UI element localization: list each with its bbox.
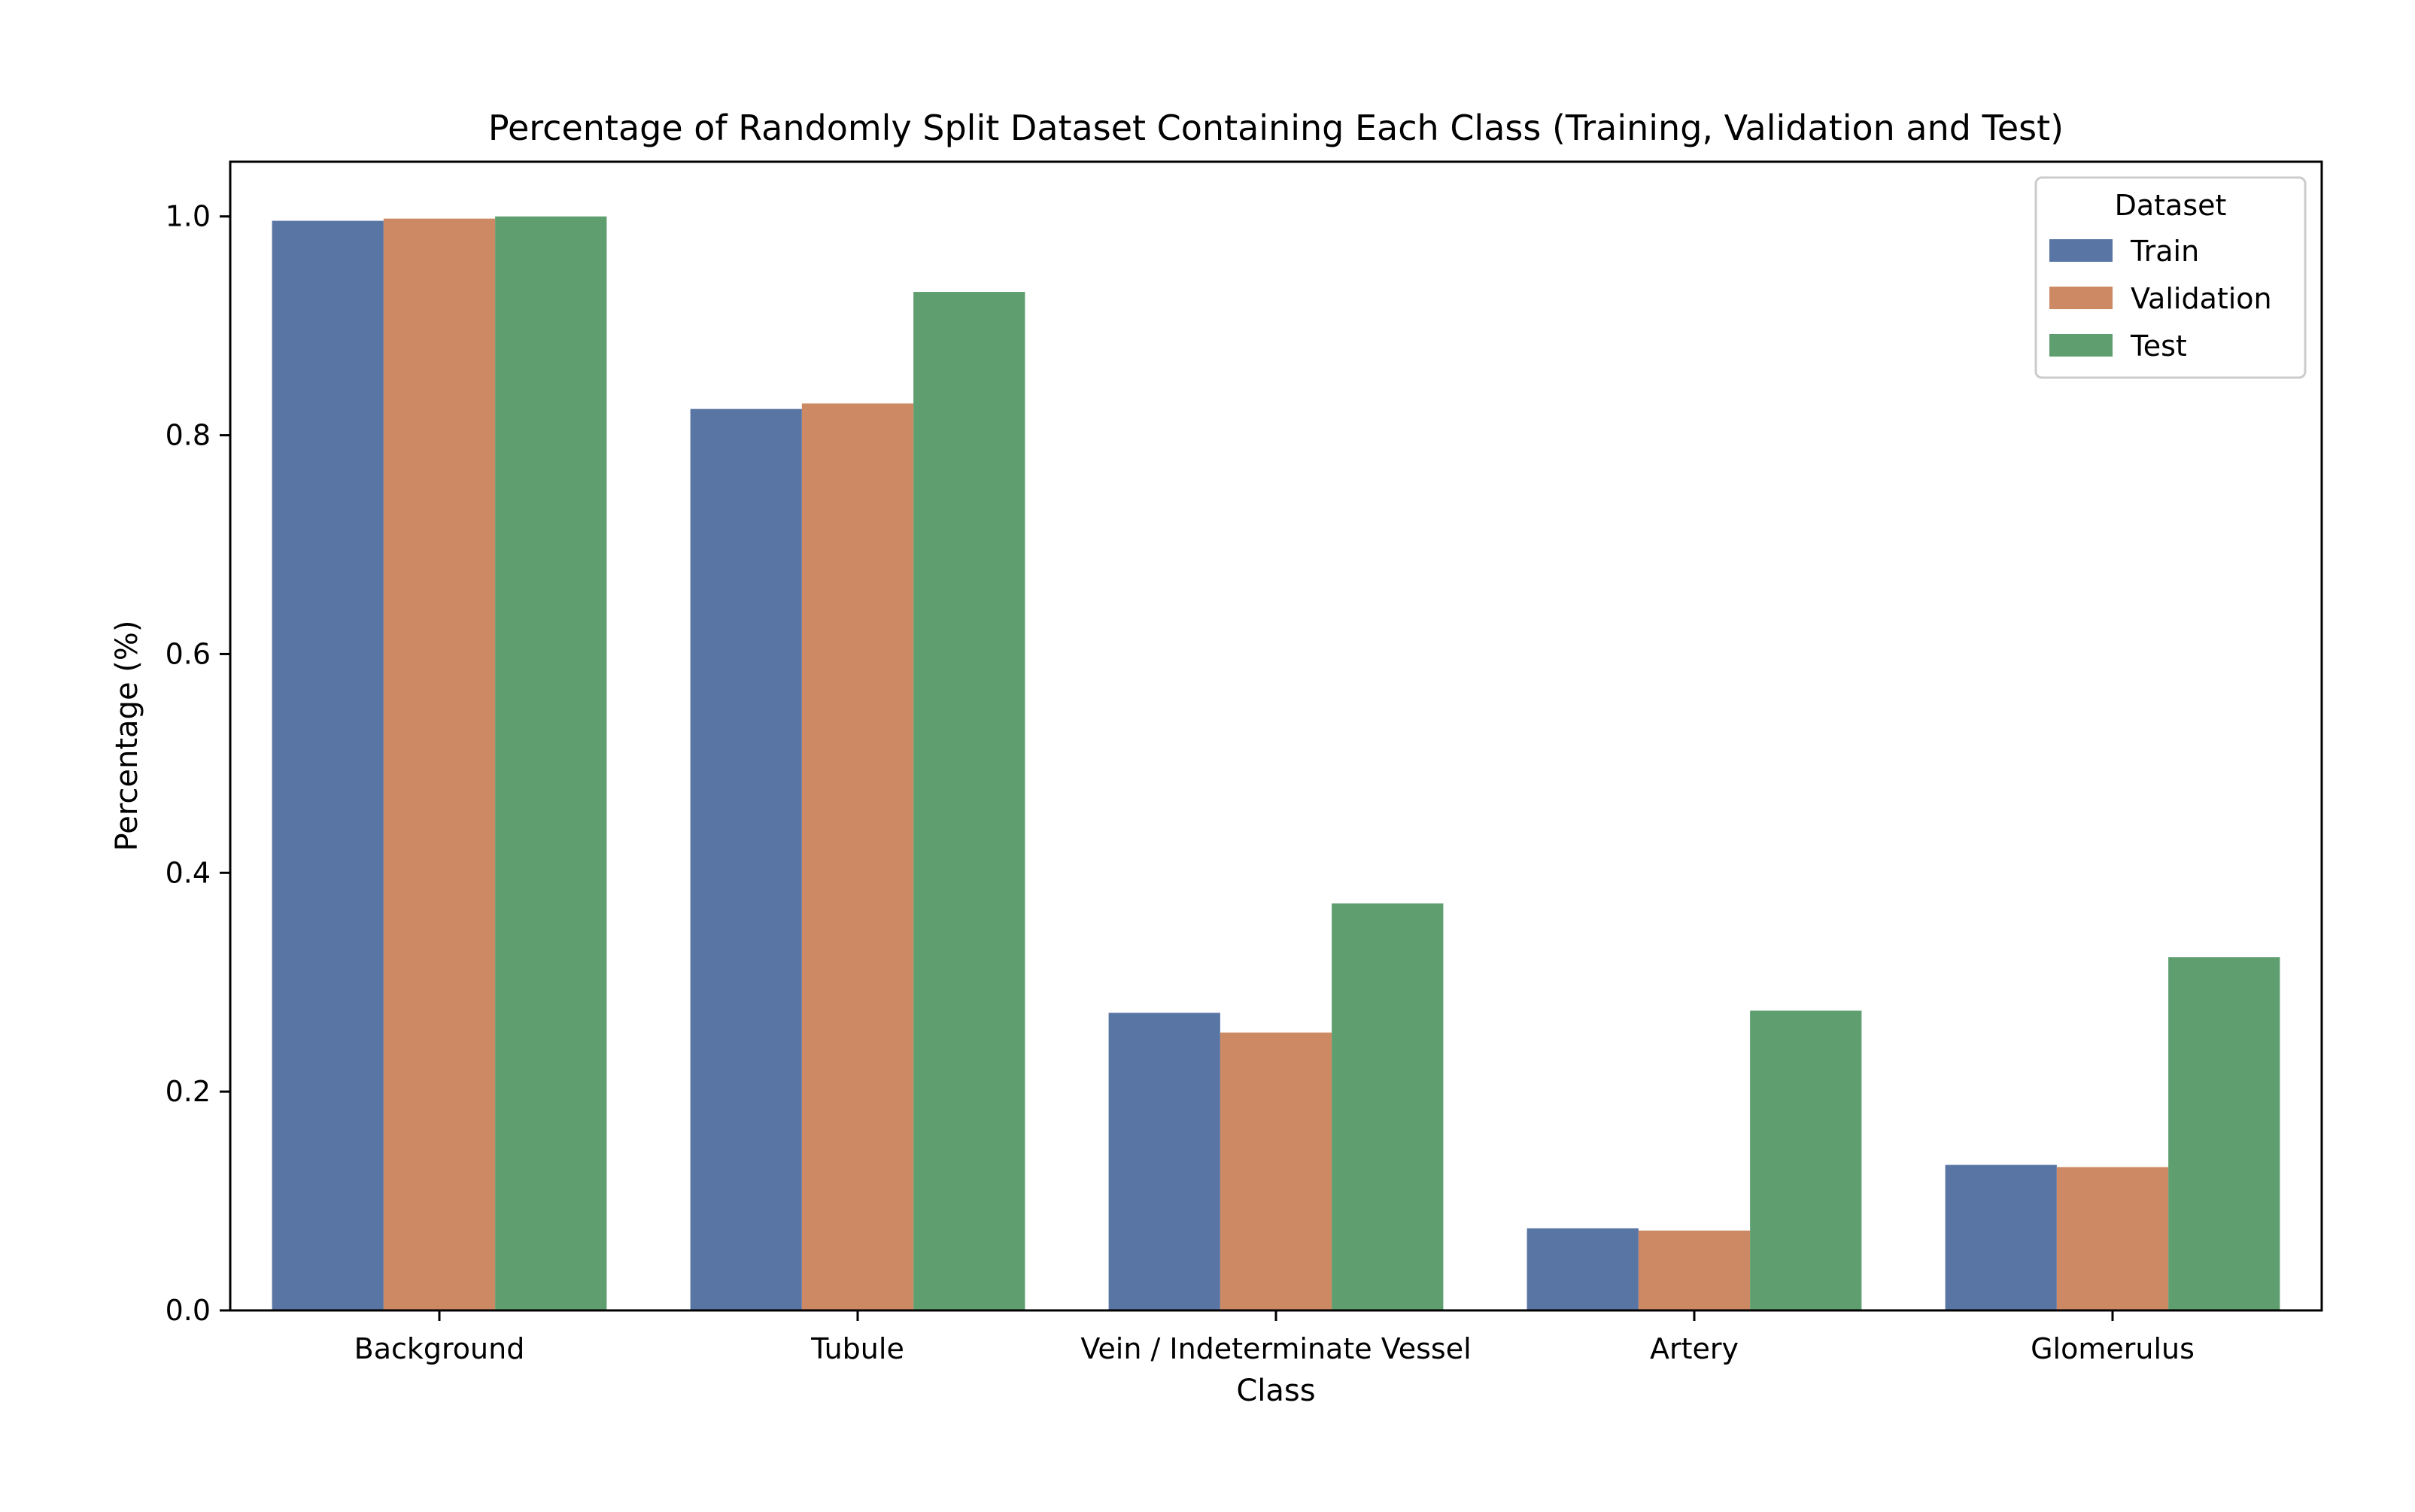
y-tick-label: 0.0 — [166, 1294, 211, 1327]
y-tick-label: 1.0 — [166, 200, 211, 233]
x-tick-label: Tubule — [810, 1332, 904, 1365]
x-tick-label: Artery — [1650, 1332, 1739, 1365]
legend-label-validation: Validation — [2131, 282, 2272, 315]
x-tick-label: Vein / Indeterminate Vessel — [1080, 1332, 1471, 1365]
y-axis: 0.0 0.2 0.4 0.6 0.8 1.0 — [166, 200, 230, 1327]
x-axis-label: Class — [1236, 1374, 1315, 1408]
bar-test-artery — [1750, 1010, 1862, 1310]
y-axis-label: Percentage (%) — [110, 621, 144, 852]
plot-frame — [229, 160, 2323, 1312]
bar-train-glomerulus — [1945, 1164, 2057, 1310]
bar-validation-artery — [1638, 1230, 1751, 1310]
legend-title: Dataset — [2115, 189, 2227, 222]
legend: Dataset Train Validation Test — [2034, 176, 2307, 379]
legend-frame — [2034, 176, 2307, 379]
bar-validation-glomerulus — [2056, 1167, 2169, 1310]
y-tick-label: 0.4 — [166, 856, 211, 889]
bar-train-artery — [1526, 1228, 1639, 1310]
legend-swatch-test — [2049, 334, 2113, 357]
bar-validation-background — [383, 218, 496, 1311]
bar-train-background — [272, 220, 384, 1310]
bar-validation-vein-indeterminate-vessel — [1220, 1032, 1332, 1310]
bar-validation-tubule — [801, 403, 914, 1310]
bar-test-glomerulus — [2168, 957, 2280, 1310]
legend-swatch-validation — [2049, 287, 2113, 309]
y-tick-label: 0.8 — [166, 419, 211, 452]
bars-layer — [272, 216, 2280, 1311]
legend-label-train: Train — [2130, 235, 2199, 268]
x-axis: Background Tubule Vein / Indeterminate Ves… — [354, 1310, 2195, 1365]
legend-label-test: Test — [2130, 329, 2187, 363]
bar-test-background — [495, 216, 607, 1310]
y-tick-label: 0.2 — [166, 1075, 211, 1108]
x-tick-label: Glomerulus — [2031, 1332, 2195, 1365]
y-tick-label: 0.6 — [166, 637, 211, 670]
bar-train-vein-indeterminate-vessel — [1108, 1013, 1220, 1310]
bar-test-vein-indeterminate-vessel — [1332, 903, 1444, 1310]
legend-swatch-train — [2049, 239, 2113, 262]
bar-test-tubule — [913, 292, 1025, 1310]
chart-title: Percentage of Randomly Split Dataset Con… — [488, 108, 2064, 148]
x-tick-label: Background — [354, 1332, 525, 1365]
bar-train-tubule — [690, 408, 802, 1310]
